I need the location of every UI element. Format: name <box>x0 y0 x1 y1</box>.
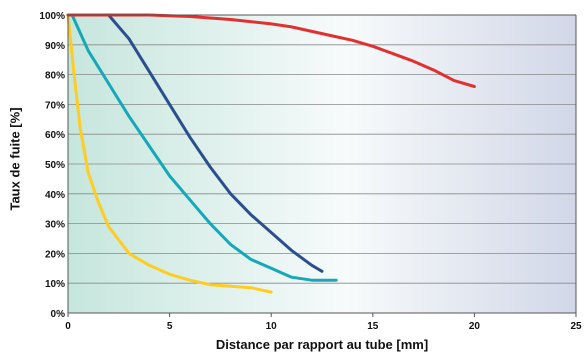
y-tick-label: 70% <box>45 100 65 111</box>
x-tick-label: 5 <box>167 321 173 332</box>
y-tick-label: 100% <box>39 11 65 22</box>
series-line-1 <box>66 13 273 294</box>
data-series <box>66 13 476 294</box>
axes <box>67 14 577 317</box>
x-tick-label: 25 <box>570 321 582 332</box>
x-tick-label: 20 <box>469 321 481 332</box>
y-tick-label: 10% <box>45 279 65 290</box>
tick-labels: 0% 10% 20% 30% 40% 50% 60% 70% 80% 90% 100% 0 5 10 15 2… <box>39 11 582 332</box>
series-line-3 <box>107 13 324 273</box>
y-axis-label-box: Taux de fuite [%] <box>2 0 28 318</box>
x-tick-label: 10 <box>266 321 278 332</box>
y-tick-label: 90% <box>45 41 65 52</box>
y-tick-label: 0% <box>51 309 66 320</box>
y-tick-label: 60% <box>45 130 65 141</box>
y-tick-label: 80% <box>45 71 65 82</box>
y-tick-label: 20% <box>45 249 65 260</box>
x-tick-label: 0 <box>65 321 71 332</box>
y-axis-label: Taux de fuite [%] <box>7 107 23 211</box>
y-tick-label: 50% <box>45 160 65 171</box>
y-tick-label: 30% <box>45 220 65 231</box>
x-tick-label: 15 <box>367 321 379 332</box>
series-line-2 <box>70 13 338 282</box>
x-axis-label: Distance par rapport au tube [mm] <box>215 337 429 352</box>
y-tick-label: 40% <box>45 190 65 201</box>
series-line-4 <box>66 13 476 88</box>
